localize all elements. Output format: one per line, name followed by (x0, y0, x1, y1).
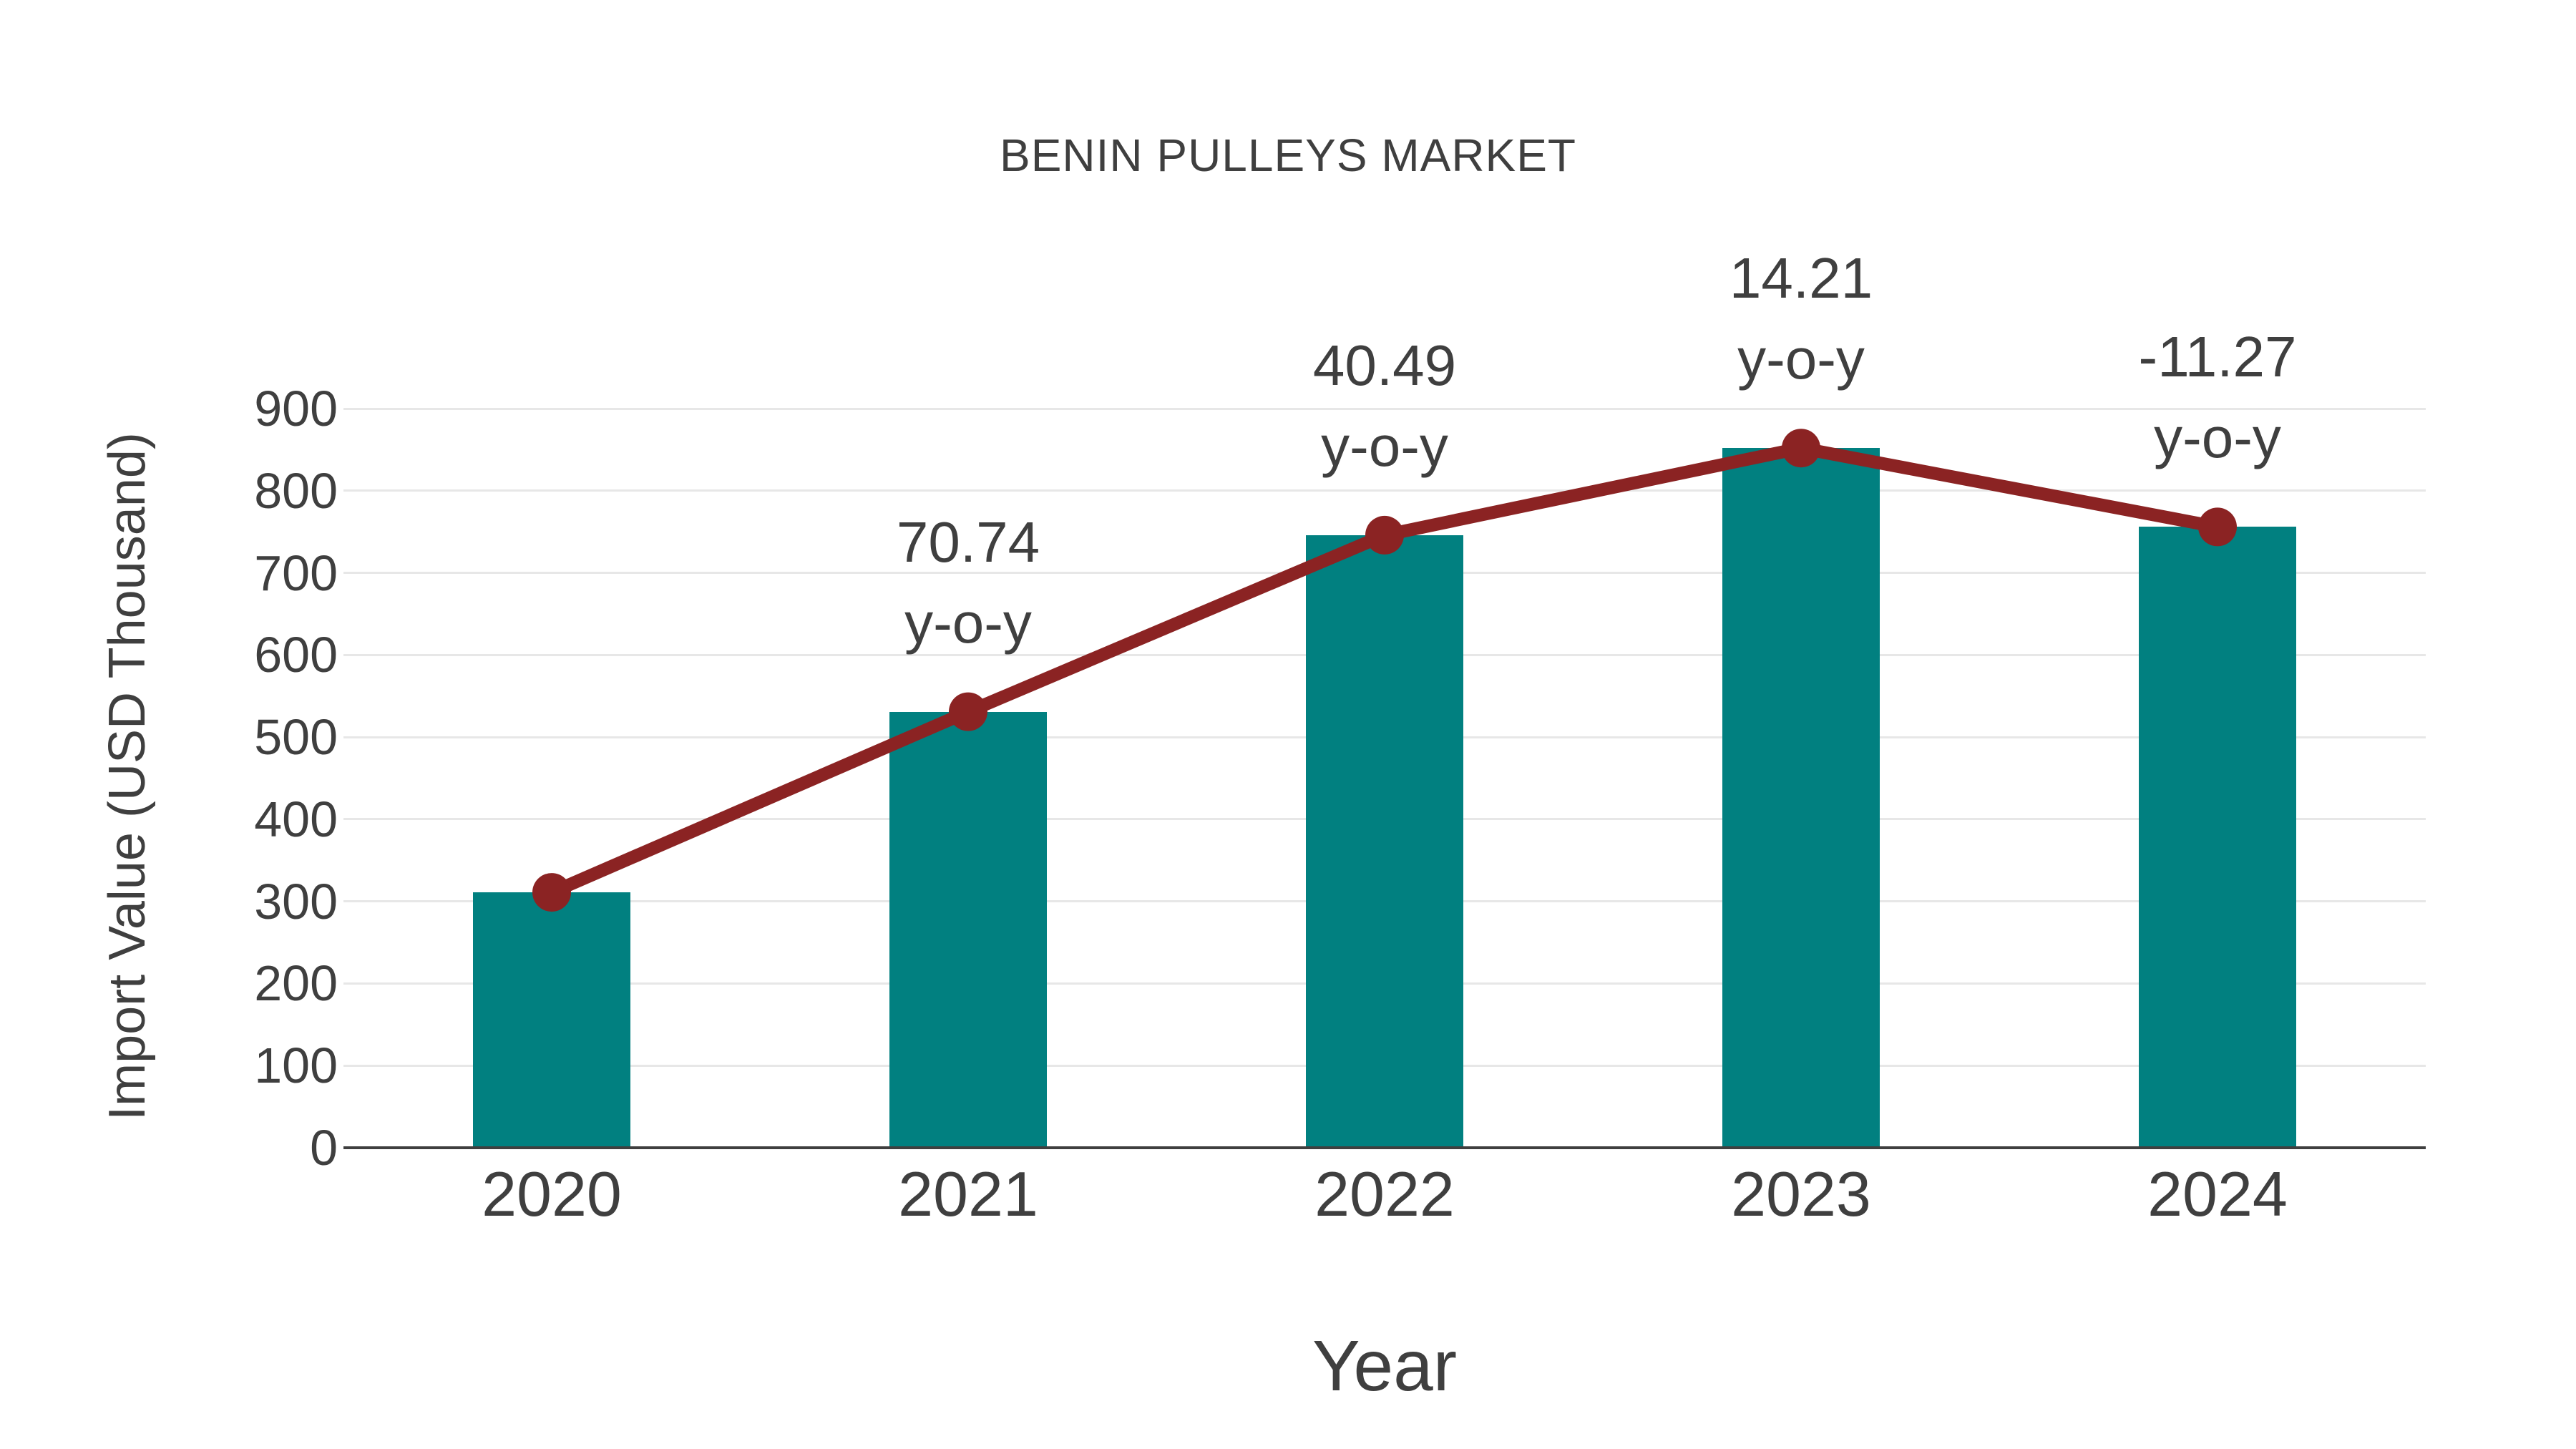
bar-2024 (2139, 527, 2296, 1148)
annotation-value-2024: -11.27 (2138, 325, 2297, 389)
annotation-suffix-2024: y-o-y (2154, 406, 2281, 470)
x-axis-line (343, 1146, 2426, 1149)
data-point-marker-2022 (1365, 515, 1404, 555)
x-tick-label-2022: 2022 (1314, 1158, 1455, 1229)
chart-title: BENIN PULLEYS MARKET (1000, 130, 1576, 181)
data-point-marker-2020 (532, 873, 571, 912)
data-point-marker-2024 (2198, 507, 2237, 547)
y-tick-label-900: 900 (254, 381, 338, 437)
x-tick-label-2021: 2021 (898, 1158, 1038, 1229)
y-tick-label-700: 700 (254, 545, 338, 601)
annotation-suffix-2023: y-o-y (1737, 327, 1865, 391)
grid-line-900 (343, 407, 2426, 410)
x-tick-label-2023: 2023 (1731, 1158, 1871, 1229)
y-tick-label-600: 600 (254, 627, 338, 683)
annotation-value-2023: 14.21 (1729, 246, 1873, 311)
annotation-suffix-2022: y-o-y (1321, 414, 1448, 478)
x-tick-label-2020: 2020 (482, 1158, 622, 1229)
bar-2023 (1722, 448, 1880, 1148)
annotation-suffix-2021: y-o-y (904, 590, 1032, 655)
x-tick-label-2024: 2024 (2147, 1158, 2288, 1229)
data-point-marker-2023 (1782, 429, 1820, 468)
plot-area: 70.74 y-o-y 40.49 y-o-y 14.21 y-o-y -11.27 y-o-… (343, 250, 2426, 1148)
y-tick-label-100: 100 (254, 1038, 338, 1094)
y-tick-label-200: 200 (254, 955, 338, 1012)
y-tick-label-0: 0 (310, 1120, 338, 1176)
annotation-value-2022: 40.49 (1312, 333, 1457, 397)
bar-2022 (1306, 535, 1463, 1148)
trend-line-layer (532, 429, 2237, 912)
annotation-value-2021: 70.74 (896, 509, 1040, 574)
y-tick-label-300: 300 (254, 873, 338, 930)
y-tick-label-800: 800 (254, 462, 338, 519)
x-axis-title: Year (1312, 1326, 1458, 1406)
grid-line-800 (343, 489, 2426, 492)
y-axis-title: Import Value (USD Thousand) (99, 432, 156, 1121)
bar-2020 (473, 892, 630, 1148)
bar-2021 (889, 711, 1047, 1148)
data-point-marker-2021 (949, 692, 987, 731)
y-tick-label-400: 400 (254, 791, 338, 847)
y-tick-label-500: 500 (254, 709, 338, 766)
